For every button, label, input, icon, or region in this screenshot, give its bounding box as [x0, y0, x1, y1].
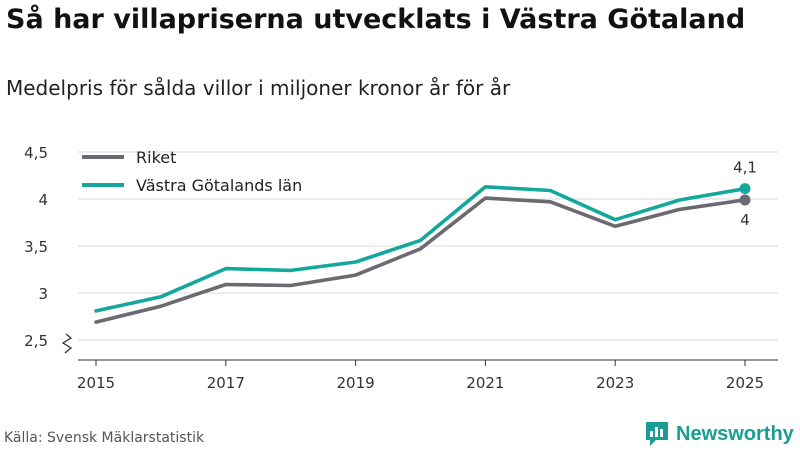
series-line-vastra-gotaland: [94, 185, 747, 313]
x-tick-label: 2021: [466, 374, 504, 392]
y-tick-label: 2,5: [24, 332, 48, 350]
series-line-riket: [94, 196, 747, 324]
source-note: Källa: Svensk Mäklarstatistik: [4, 430, 205, 446]
y-tick-label: 4: [38, 191, 48, 209]
x-tick-label: 2017: [207, 374, 245, 392]
x-tick-label: 2019: [337, 374, 375, 392]
x-tick-label: 2025: [726, 374, 764, 392]
end-value-label: 4: [740, 211, 750, 229]
end-point: [739, 194, 751, 206]
end-value-label: 4,1: [733, 159, 757, 177]
chart-title: Så har villapriserna utvecklats i Västra…: [6, 4, 746, 35]
axis-break-icon: [61, 333, 73, 354]
newsworthy-logo-icon: [646, 422, 668, 446]
y-tick-label: 3: [38, 285, 48, 303]
brand-name: Newsworthy: [676, 422, 794, 445]
x-tick-label: 2023: [596, 374, 634, 392]
y-tick-label: 4,5: [24, 144, 48, 162]
chart-subtitle: Medelpris för sålda villor i miljoner kr…: [6, 76, 511, 100]
y-tick-label: 3,5: [24, 238, 48, 256]
legend-label: Riket: [136, 148, 176, 167]
legend-label: Västra Götalands län: [136, 176, 302, 195]
end-point: [739, 183, 751, 195]
brand-logo: Newsworthy: [644, 420, 794, 448]
x-tick-label: 2015: [77, 374, 115, 392]
